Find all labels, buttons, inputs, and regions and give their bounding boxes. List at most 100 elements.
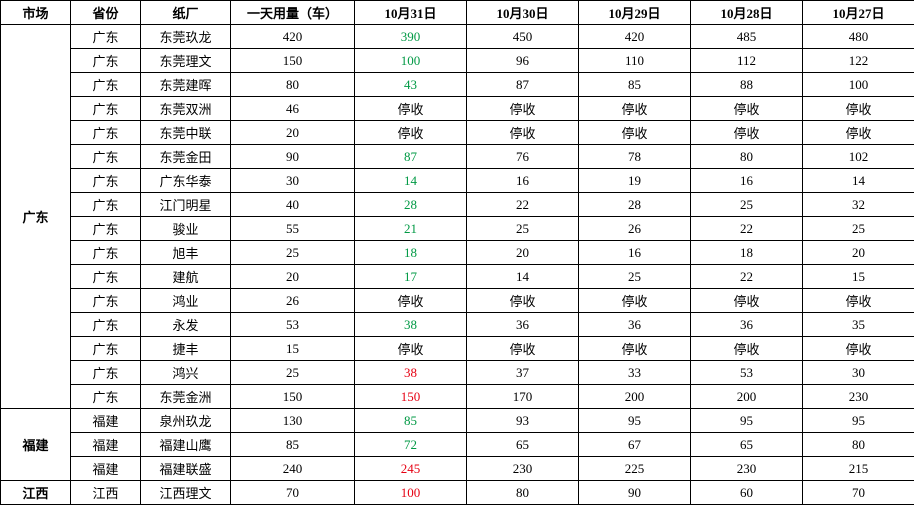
d28-cell: 485 — [691, 25, 803, 49]
table-row: 江西江西江西理文7010080906070 — [1, 481, 914, 505]
d28-cell: 95 — [691, 409, 803, 433]
col-header-6: 10月29日 — [579, 1, 691, 25]
daily-cell: 25 — [231, 241, 355, 265]
mill-cell: 江西理文 — [141, 481, 231, 505]
province-cell: 广东 — [71, 97, 141, 121]
daily-cell: 80 — [231, 73, 355, 97]
daily-cell: 150 — [231, 385, 355, 409]
d31-cell: 245 — [355, 457, 467, 481]
d31-cell: 72 — [355, 433, 467, 457]
daily-cell: 40 — [231, 193, 355, 217]
table-row: 福建福建山鹰857265676580 — [1, 433, 914, 457]
mill-cell: 东莞玖龙 — [141, 25, 231, 49]
province-cell: 广东 — [71, 313, 141, 337]
d28-cell: 22 — [691, 265, 803, 289]
table-header: 市场省份纸厂一天用量（车）10月31日10月30日10月29日10月28日10月… — [1, 1, 914, 25]
d31-cell: 17 — [355, 265, 467, 289]
d31-cell: 停收 — [355, 337, 467, 361]
province-cell: 广东 — [71, 25, 141, 49]
d27-cell: 停收 — [803, 289, 914, 313]
d30-cell: 93 — [467, 409, 579, 433]
province-cell: 福建 — [71, 409, 141, 433]
d27-cell: 15 — [803, 265, 914, 289]
d31-cell: 38 — [355, 361, 467, 385]
province-cell: 福建 — [71, 433, 141, 457]
d31-cell: 100 — [355, 481, 467, 505]
daily-cell: 420 — [231, 25, 355, 49]
d27-cell: 480 — [803, 25, 914, 49]
province-cell: 广东 — [71, 145, 141, 169]
mill-cell: 捷丰 — [141, 337, 231, 361]
d31-cell: 18 — [355, 241, 467, 265]
d29-cell: 78 — [579, 145, 691, 169]
d27-cell: 25 — [803, 217, 914, 241]
table-row: 广东东莞金田9087767880102 — [1, 145, 914, 169]
d30-cell: 450 — [467, 25, 579, 49]
d30-cell: 25 — [467, 217, 579, 241]
d27-cell: 32 — [803, 193, 914, 217]
d30-cell: 80 — [467, 481, 579, 505]
daily-cell: 15 — [231, 337, 355, 361]
mill-cell: 泉州玖龙 — [141, 409, 231, 433]
d27-cell: 30 — [803, 361, 914, 385]
province-cell: 广东 — [71, 385, 141, 409]
province-cell: 福建 — [71, 457, 141, 481]
daily-cell: 30 — [231, 169, 355, 193]
table-row: 广东江门明星402822282532 — [1, 193, 914, 217]
d29-cell: 95 — [579, 409, 691, 433]
d28-cell: 25 — [691, 193, 803, 217]
d30-cell: 停收 — [467, 289, 579, 313]
d27-cell: 14 — [803, 169, 914, 193]
d29-cell: 停收 — [579, 97, 691, 121]
d28-cell: 230 — [691, 457, 803, 481]
table-row: 广东骏业552125262225 — [1, 217, 914, 241]
d30-cell: 20 — [467, 241, 579, 265]
table-row: 广东广东东莞玖龙420390450420485480 — [1, 25, 914, 49]
d27-cell: 停收 — [803, 121, 914, 145]
d30-cell: 22 — [467, 193, 579, 217]
d29-cell: 33 — [579, 361, 691, 385]
d31-cell: 停收 — [355, 121, 467, 145]
mill-cell: 福建联盛 — [141, 457, 231, 481]
d27-cell: 20 — [803, 241, 914, 265]
mill-cell: 东莞金田 — [141, 145, 231, 169]
d28-cell: 停收 — [691, 97, 803, 121]
d27-cell: 215 — [803, 457, 914, 481]
paper-mill-table: 市场省份纸厂一天用量（车）10月31日10月30日10月29日10月28日10月… — [0, 0, 914, 505]
d28-cell: 80 — [691, 145, 803, 169]
d29-cell: 25 — [579, 265, 691, 289]
d29-cell: 200 — [579, 385, 691, 409]
daily-cell: 26 — [231, 289, 355, 313]
d29-cell: 67 — [579, 433, 691, 457]
daily-cell: 20 — [231, 121, 355, 145]
daily-cell: 150 — [231, 49, 355, 73]
table-row: 广东捷丰15停收停收停收停收停收 — [1, 337, 914, 361]
province-cell: 广东 — [71, 121, 141, 145]
d28-cell: 65 — [691, 433, 803, 457]
d27-cell: 230 — [803, 385, 914, 409]
d29-cell: 19 — [579, 169, 691, 193]
d27-cell: 35 — [803, 313, 914, 337]
daily-cell: 85 — [231, 433, 355, 457]
d27-cell: 停收 — [803, 97, 914, 121]
col-header-4: 10月31日 — [355, 1, 467, 25]
d31-cell: 21 — [355, 217, 467, 241]
daily-cell: 130 — [231, 409, 355, 433]
daily-cell: 46 — [231, 97, 355, 121]
table-row: 福建福建联盛240245230225230215 — [1, 457, 914, 481]
mill-cell: 东莞中联 — [141, 121, 231, 145]
d29-cell: 36 — [579, 313, 691, 337]
province-cell: 广东 — [71, 49, 141, 73]
table-row: 广东东莞金洲150150170200200230 — [1, 385, 914, 409]
d27-cell: 80 — [803, 433, 914, 457]
d29-cell: 85 — [579, 73, 691, 97]
mill-cell: 东莞建晖 — [141, 73, 231, 97]
province-cell: 江西 — [71, 481, 141, 505]
province-cell: 广东 — [71, 169, 141, 193]
d28-cell: 200 — [691, 385, 803, 409]
daily-cell: 53 — [231, 313, 355, 337]
table-row: 广东东莞理文15010096110112122 — [1, 49, 914, 73]
d28-cell: 36 — [691, 313, 803, 337]
mill-cell: 永发 — [141, 313, 231, 337]
table-row: 广东旭丰251820161820 — [1, 241, 914, 265]
